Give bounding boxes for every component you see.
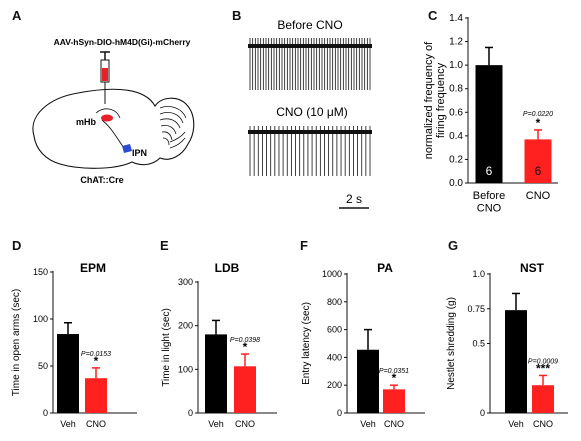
y-tick-label: 0.4 xyxy=(449,131,463,142)
firing-traces: Before CNO CNO (10 μM) 2 s xyxy=(248,18,372,209)
trace-before-cno xyxy=(248,38,372,90)
trace-baseline xyxy=(248,130,372,134)
bar-before-cno xyxy=(475,65,503,183)
brain-outline xyxy=(32,88,195,169)
y-tick-label: 1000 xyxy=(322,269,342,279)
significance-marker: * xyxy=(94,354,99,368)
n-label: 6 xyxy=(486,164,493,178)
cerebellum xyxy=(159,106,187,149)
y-tick-label: 0.5 xyxy=(472,339,485,349)
category-label: CNO xyxy=(235,419,255,429)
mhb-region xyxy=(101,114,113,122)
y-tick-label: 0 xyxy=(337,408,342,418)
mouse-line-label: ChAT::Cre xyxy=(80,175,123,185)
trace-baseline xyxy=(248,44,372,48)
chart-g: NST 0 0.5 0.75 1.0 Nestlet shredding (g) Veh CN… xyxy=(446,261,568,429)
y-tick-label: 100 xyxy=(178,364,193,374)
y-axis-label: Entry latency (sec) xyxy=(301,302,312,385)
y-tick-label: 1.0 xyxy=(472,269,485,279)
category-label: Veh xyxy=(208,419,224,429)
bar-cno xyxy=(524,139,552,183)
significance-marker: * xyxy=(536,116,541,130)
y-tick-label: 200 xyxy=(327,380,342,390)
panel-label-c: C xyxy=(428,8,438,23)
y-tick-label: 200 xyxy=(178,321,193,331)
y-tick-label: 0.2 xyxy=(449,154,463,165)
chart-title: NST xyxy=(520,261,545,275)
p-value: P=0.0009 xyxy=(528,358,558,365)
before-cno-label: Before CNO xyxy=(277,18,342,32)
mhb-label: mHb xyxy=(76,117,97,127)
y-axis-label: Time in light (sec) xyxy=(161,308,172,387)
bar-veh xyxy=(57,334,79,413)
bar-cno xyxy=(234,366,256,413)
panel-label-d: D xyxy=(12,238,22,253)
bar-cno xyxy=(532,385,554,413)
bar-cno xyxy=(85,378,107,413)
bar-cno xyxy=(383,389,405,413)
y-axis-label: Time in open arms (sec) xyxy=(11,289,22,396)
panel-label-e: E xyxy=(160,238,169,253)
y-tick-label: 0 xyxy=(480,408,485,418)
bar-veh xyxy=(357,349,379,413)
chart-d: EPM 0 50 100 150 Time in open arms (sec) Veh CN… xyxy=(11,261,137,429)
y-tick-label: 1.4 xyxy=(449,13,463,24)
y-tick-label: 0 xyxy=(43,408,48,418)
panel-label-f: F xyxy=(300,238,308,253)
y-tick-label: 150 xyxy=(33,267,48,277)
panel-label-a: A xyxy=(12,8,22,23)
y-tick-label: 400 xyxy=(327,352,342,362)
y-tick-label: 300 xyxy=(178,277,193,287)
bar-veh xyxy=(205,334,227,413)
y-tick-label: 1.0 xyxy=(449,60,463,71)
y-tick-label: 800 xyxy=(327,297,342,307)
ipn-label: IPN xyxy=(132,148,147,158)
y-tick-label: 100 xyxy=(33,314,48,324)
syringe-icon xyxy=(100,51,110,104)
significance-marker: * xyxy=(243,340,248,354)
category-label: Veh xyxy=(60,419,76,429)
y-tick-label: 1.2 xyxy=(449,37,463,48)
y-tick-label: 0 xyxy=(188,408,193,418)
chart-title: PA xyxy=(377,261,393,275)
p-value: P=0.0351 xyxy=(379,368,409,375)
y-axis-label: Nestlet shredding (g) xyxy=(446,297,457,390)
cno-trace-label: CNO (10 μM) xyxy=(276,105,348,119)
panel-label-b: B xyxy=(232,8,242,23)
y-tick-label: 0.75 xyxy=(467,304,485,314)
p-value: P=0.0398 xyxy=(230,337,260,344)
category-label: Veh xyxy=(360,419,376,429)
p-value: P=0.0153 xyxy=(81,351,111,358)
bar-veh xyxy=(505,310,527,413)
scale-bar-label: 2 s xyxy=(346,192,362,206)
category-label: CNO xyxy=(384,419,404,429)
chart-title: LDB xyxy=(215,261,240,275)
y-tick-label: 50 xyxy=(38,361,48,371)
p-value: P=0.0220 xyxy=(523,111,553,118)
chart-c: 0.0 0.2 0.4 0.6 0.8 1.0 1.2 1.4 normalized frequ… xyxy=(423,13,558,215)
category-label: CNO xyxy=(86,419,106,429)
ipn-region xyxy=(122,144,132,153)
y-tick-label: 0.6 xyxy=(449,107,463,118)
category-label: CNO xyxy=(526,190,551,202)
category-label: Veh xyxy=(508,419,524,429)
significance-marker: *** xyxy=(536,361,550,375)
trace-cno xyxy=(248,126,372,176)
chart-f: PA 0 200 400 600 800 1000 Entry latency (sec) Ve… xyxy=(301,261,425,429)
y-axis-label: normalized frequency offiring frequency xyxy=(423,41,447,159)
virus-label: AAV-hSyn-DIO-hM4D(Gi)-mCherry xyxy=(54,37,191,47)
chart-e: LDB 0 100 200 300 Time in light (sec) Veh CNO P=… xyxy=(161,261,277,429)
brain-schematic: AAV-hSyn-DIO-hM4D(Gi)-mCherry mHb IPN Ch… xyxy=(32,37,195,185)
significance-marker: * xyxy=(392,371,397,385)
y-tick-label: 0.0 xyxy=(449,178,463,189)
n-label: 6 xyxy=(535,164,542,178)
chart-title: EPM xyxy=(80,261,106,275)
y-tick-label: 0.8 xyxy=(449,84,463,95)
panel-label-g: G xyxy=(448,238,459,253)
y-tick-label: 600 xyxy=(327,325,342,335)
category-label: Before CNO xyxy=(473,190,505,215)
category-label: CNO xyxy=(533,419,553,429)
